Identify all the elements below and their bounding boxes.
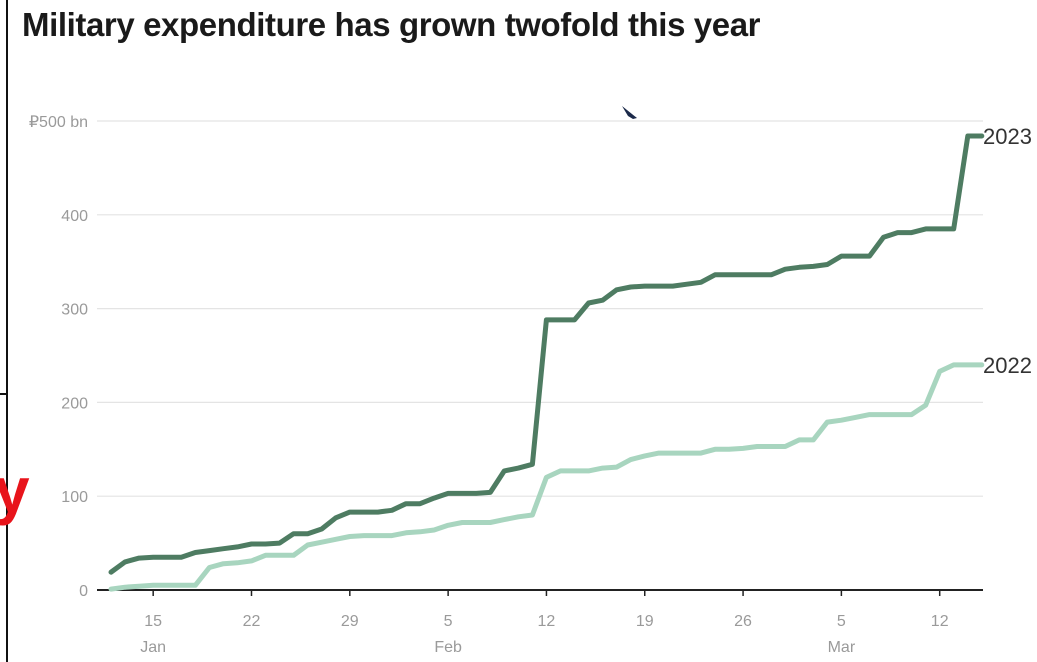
x-tick-label: 12 [538, 613, 556, 630]
y-tick-label: 400 [61, 208, 88, 225]
grid-lines [97, 120, 983, 497]
series-label-2022: 2022 [983, 353, 1032, 378]
x-axis: 15 Jan 22 29 5 Feb 12 19 26 5 Mar 12 [97, 589, 983, 656]
y-tick-label: 0 [79, 583, 88, 600]
series-line-2022 [108, 362, 985, 592]
chart-title: Military expenditure has grown twofold t… [22, 6, 761, 43]
y-tick-label: ₽500 bn [29, 114, 88, 131]
y-tick-label: 300 [61, 302, 88, 319]
y-tick-label: 100 [61, 489, 88, 506]
series-line-2023 [108, 133, 985, 575]
x-tick-label: 5 [444, 613, 453, 630]
left-border-line [6, 0, 8, 662]
x-tick-label: 22 [243, 613, 261, 630]
left-border-tick [0, 393, 8, 395]
x-tick-label: 5 [837, 613, 846, 630]
x-month-label: Jan [140, 639, 166, 656]
y-axis-tick-labels: 0 100 200 300 400 ₽500 bn [29, 114, 88, 600]
x-month-label: Mar [828, 639, 856, 656]
series-label-2023: 2023 [983, 124, 1032, 149]
cursor-icon [622, 106, 637, 119]
x-tick-label: 12 [931, 613, 949, 630]
x-month-label: Feb [434, 639, 462, 656]
series-lines [108, 133, 985, 592]
x-tick-label: 15 [144, 613, 162, 630]
x-tick-label: 19 [636, 613, 654, 630]
series-labels: 2022 2023 [983, 124, 1032, 378]
y-tick-label: 200 [61, 395, 88, 412]
x-tick-label: 29 [341, 613, 359, 630]
x-tick-label: 26 [734, 613, 752, 630]
stray-red-letter: y [0, 454, 30, 526]
